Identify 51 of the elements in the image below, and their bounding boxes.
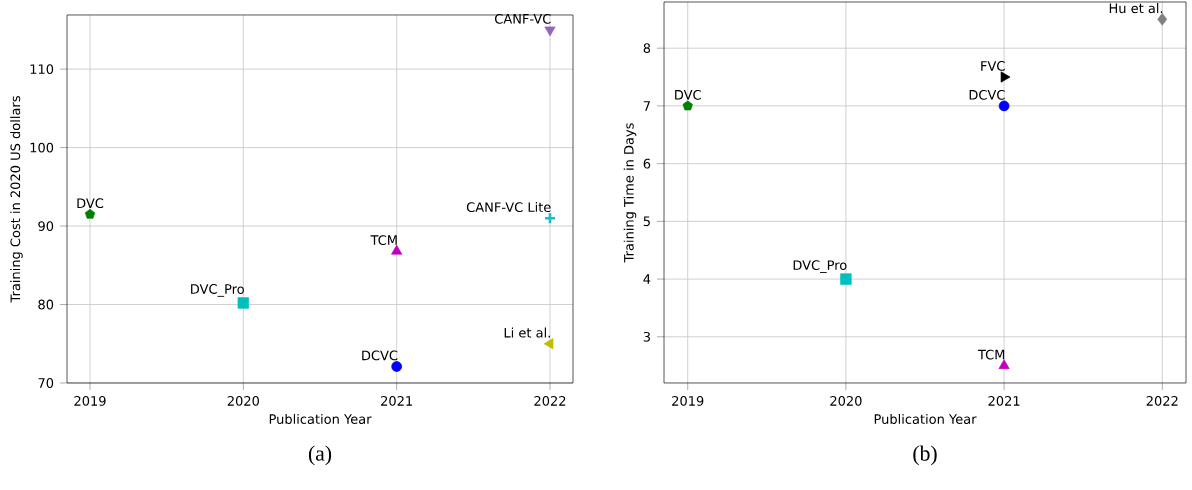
series-label: CANF-VC	[495, 13, 551, 24]
series-label: TCM	[977, 349, 1005, 360]
x-axis-title: Publication Year	[874, 413, 977, 424]
y-tick-label: 8	[643, 43, 651, 54]
point	[543, 211, 557, 225]
y-tick-label: 3	[643, 331, 650, 342]
x-tick-label: 2021	[988, 395, 1020, 406]
point	[237, 297, 250, 309]
series-label: TCM	[370, 235, 397, 245]
x-tick-label: 2022	[1146, 395, 1178, 406]
point	[998, 100, 1010, 112]
point	[682, 100, 693, 111]
series-label: Hu et al.	[1109, 3, 1163, 14]
point	[391, 244, 403, 255]
series-label: DCVC	[969, 89, 1005, 100]
text: (a)	[308, 445, 332, 466]
x-tick-label: 2020	[830, 395, 862, 406]
x-axis-title: Publication Year	[269, 413, 372, 424]
x-tick-label: 2019	[672, 395, 704, 406]
point	[1157, 12, 1168, 26]
point	[1000, 71, 1011, 83]
x-tick-label: 2021	[381, 395, 412, 406]
point	[840, 273, 852, 285]
y-tick-label: 6	[643, 158, 651, 169]
series-label: DVC_Pro	[793, 260, 847, 273]
y-tick-label: 110	[30, 64, 54, 75]
text: (b)	[913, 445, 937, 466]
y-tick-label: 70	[38, 378, 54, 388]
series-label: DCVC	[362, 350, 398, 361]
y-tick-label: 100	[30, 142, 54, 153]
series-label: DVC_Pro	[191, 284, 244, 297]
y-tick-label: 7	[643, 101, 650, 111]
series-label: CANF-VC Lite	[466, 201, 551, 213]
point	[84, 208, 96, 219]
point	[998, 359, 1010, 370]
x-tick-label: 2019	[74, 395, 106, 406]
point	[544, 26, 556, 37]
x-tick-label: 2020	[227, 395, 259, 406]
y-tick-label: 80	[38, 299, 54, 310]
series-label: FVC	[981, 61, 1005, 71]
series-label: DVC	[675, 89, 701, 100]
y-tick-label: 4	[643, 274, 651, 284]
y-axis-title: Training Time in Days	[623, 123, 637, 263]
point	[391, 361, 403, 372]
series-label: DVC	[77, 198, 104, 209]
y-axis-title: Training Cost in 2020 US dollars	[10, 96, 23, 303]
y-tick-label: 5	[643, 216, 650, 227]
point	[543, 338, 554, 350]
x-tick-label: 2022	[534, 395, 566, 406]
y-tick-label: 90	[38, 221, 54, 231]
series-label: Li et al.	[504, 327, 550, 338]
